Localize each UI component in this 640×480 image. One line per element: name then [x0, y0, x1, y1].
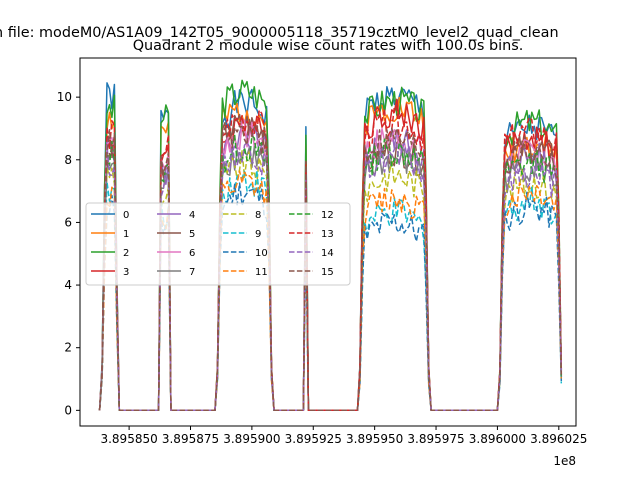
- x-tick-label: 3.895950: [346, 432, 403, 446]
- legend-label-4: 4: [189, 210, 195, 221]
- y-tick-label: 4: [64, 278, 72, 292]
- series-layer: [98, 79, 563, 412]
- x-tick-label: 3.895900: [223, 432, 280, 446]
- x-tick-label: 3.896000: [469, 432, 526, 446]
- legend-label-13: 13: [321, 229, 334, 240]
- legend-label-5: 5: [189, 229, 195, 240]
- series-line-15: [98, 118, 563, 412]
- y-tick-label: 10: [57, 90, 72, 104]
- legend-label-10: 10: [255, 248, 268, 259]
- x-tick-label: 3.895850: [100, 432, 157, 446]
- y-axis: 0 2 4 6 8 10: [57, 90, 80, 417]
- plot-frame: [79, 57, 577, 427]
- x-tick-label: 3.895925: [285, 432, 342, 446]
- legend-label-14: 14: [321, 248, 334, 259]
- figure-suptitle: n file: modeM0/AS1A09_142T05_9000005118_…: [0, 25, 559, 41]
- legend-label-3: 3: [123, 267, 129, 278]
- legend-label-9: 9: [255, 229, 261, 240]
- legend-label-11: 11: [255, 267, 268, 278]
- x-tick-label: 3.896025: [530, 432, 587, 446]
- legend-box: [85, 202, 351, 286]
- x-axis-offset-label: 1e8: [553, 454, 576, 468]
- x-tick-label: 3.895975: [407, 432, 464, 446]
- x-tick-label: 3.895875: [162, 432, 219, 446]
- legend-label-7: 7: [189, 267, 195, 278]
- legend-label-8: 8: [255, 210, 261, 221]
- legend-label-6: 6: [189, 248, 195, 259]
- y-tick-label: 8: [64, 153, 72, 167]
- y-tick-label: 6: [64, 215, 72, 229]
- y-tick-label: 2: [64, 341, 72, 355]
- x-axis: 3.895850 3.895875 3.895900 3.895925 3.895950…: [100, 426, 587, 446]
- legend-label-2: 2: [123, 248, 129, 259]
- legend-label-1: 1: [123, 229, 129, 240]
- legend-label-15: 15: [321, 267, 334, 278]
- legend-label-0: 0: [123, 210, 129, 221]
- chart-title: Quadrant 2 module wise count rates with …: [133, 38, 524, 54]
- legend-label-12: 12: [321, 210, 334, 221]
- y-tick-label: 0: [64, 403, 72, 417]
